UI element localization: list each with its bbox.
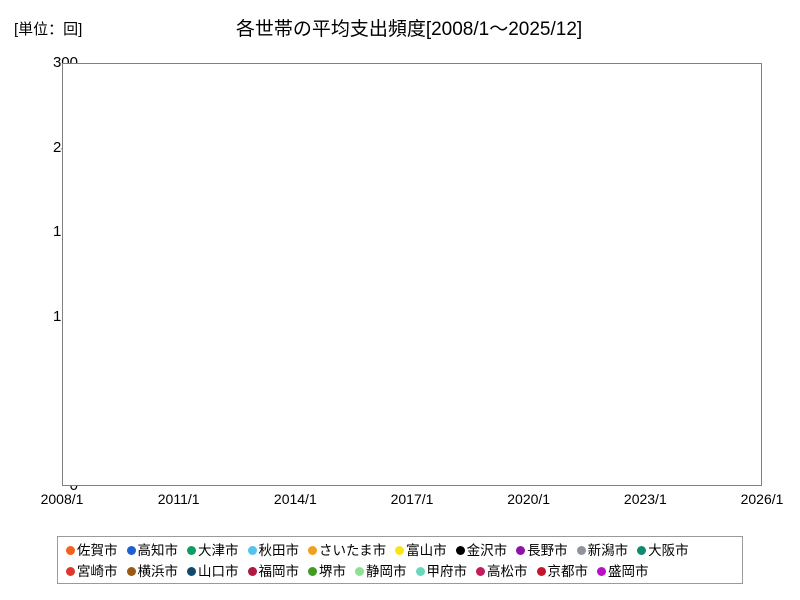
legend-item-label: さいたま市 (319, 543, 387, 558)
legend-item[interactable]: 新潟市 (576, 543, 629, 558)
legend-marker-icon (637, 546, 647, 555)
legend-item-label: 秋田市 (258, 543, 300, 558)
legend-marker-icon (476, 567, 485, 576)
plot-frame (62, 63, 762, 486)
legend-marker-icon (187, 546, 196, 555)
legend-item-label: 山口市 (198, 564, 239, 579)
legend-marker-icon (247, 567, 257, 576)
legend-marker-icon (126, 567, 136, 576)
x-axis-tick-label: 2014/1 (273, 491, 317, 507)
legend-item[interactable]: 静岡市 (355, 565, 407, 578)
legend-row: 佐賀市 高知市 大津市 秋田市 さいたま市 富山市 金沢市 長野市 新潟市 大阪市 (64, 540, 736, 561)
legend-item-label: 金沢市 (466, 543, 508, 558)
legend-item[interactable]: 横浜市 (126, 564, 179, 579)
legend-item-label: 甲府市 (426, 564, 468, 579)
x-axis-tick-label: 2026/1 (740, 491, 784, 507)
legend-marker-icon (516, 546, 526, 555)
legend-item-label: 京都市 (547, 564, 589, 579)
legend-item-label: 大阪市 (648, 543, 689, 558)
legend-row: 宮崎市 横浜市 山口市 福岡市 堺市 静岡市 甲府市 高松市 京都市 盛岡市 (64, 561, 736, 582)
legend-item-label: 長野市 (527, 543, 568, 558)
legend-item[interactable]: 富山市 (395, 544, 447, 557)
legend-item[interactable]: 大津市 (187, 544, 239, 557)
legend-item[interactable]: 甲府市 (415, 564, 468, 579)
legend-marker-icon (308, 546, 317, 555)
legend-item[interactable]: 高知市 (126, 543, 179, 558)
legend-item[interactable]: 盛岡市 (597, 565, 649, 578)
legend-item-label: 佐賀市 (77, 543, 118, 558)
legend-item[interactable]: さいたま市 (308, 544, 386, 557)
legend-marker-icon (247, 546, 257, 555)
x-axis-tick-label: 2020/1 (507, 491, 551, 507)
page-title: 各世帯の平均支出頻度[2008/1〜2025/12] (235, 19, 583, 40)
x-axis-tick-label: 2008/1 (40, 491, 84, 507)
legend-marker-icon (66, 546, 75, 555)
legend-item-label: 新潟市 (587, 543, 629, 558)
legend-marker-icon (536, 567, 546, 576)
legend-item[interactable]: 金沢市 (455, 543, 508, 558)
legend-marker-icon (126, 546, 136, 555)
unit-label: [単位：回] (14, 21, 83, 38)
legend-marker-icon (355, 567, 364, 576)
legend-marker-icon (597, 567, 606, 576)
x-axis-tick-label: 2011/1 (157, 491, 200, 507)
legend-marker-icon (395, 546, 405, 555)
legend-item-label: 大津市 (198, 543, 239, 558)
legend-item[interactable]: 福岡市 (247, 564, 300, 579)
legend-item-label: 富山市 (406, 543, 447, 558)
legend-item-label: 高松市 (487, 564, 528, 579)
x-axis-tick-label: 2017/1 (390, 491, 434, 507)
legend-item[interactable]: 大阪市 (637, 544, 689, 557)
legend-item-label: 静岡市 (366, 564, 407, 579)
legend-item[interactable]: 秋田市 (247, 543, 300, 558)
legend: 佐賀市 高知市 大津市 秋田市 さいたま市 富山市 金沢市 長野市 新潟市 大阪市宮崎市 横浜市 山口… (57, 536, 743, 584)
legend-item[interactable]: 佐賀市 (66, 544, 118, 557)
legend-item-label: 福岡市 (258, 564, 300, 579)
legend-item[interactable]: 宮崎市 (66, 565, 118, 578)
legend-item[interactable]: 高松市 (476, 565, 528, 578)
legend-marker-icon (576, 546, 586, 555)
legend-item-label: 横浜市 (137, 564, 179, 579)
legend-marker-icon (455, 546, 465, 555)
legend-item-label: 宮崎市 (77, 564, 118, 579)
x-axis-tick-label: 2023/1 (623, 491, 667, 507)
legend-item[interactable]: 堺市 (308, 565, 346, 578)
legend-marker-icon (66, 567, 75, 576)
legend-item[interactable]: 山口市 (187, 565, 239, 578)
legend-marker-icon (308, 567, 317, 576)
plot-area (62, 63, 762, 486)
legend-item-label: 堺市 (319, 564, 346, 579)
legend-item[interactable]: 長野市 (516, 544, 568, 557)
legend-marker-icon (415, 567, 425, 576)
legend-item-label: 盛岡市 (608, 564, 649, 579)
legend-marker-icon (187, 567, 196, 576)
legend-item-label: 高知市 (137, 543, 179, 558)
legend-item[interactable]: 京都市 (536, 564, 589, 579)
